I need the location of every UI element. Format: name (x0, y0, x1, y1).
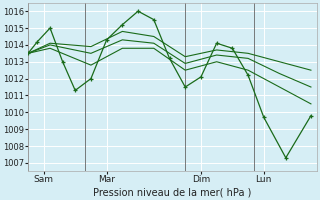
X-axis label: Pression niveau de la mer( hPa ): Pression niveau de la mer( hPa ) (93, 187, 252, 197)
